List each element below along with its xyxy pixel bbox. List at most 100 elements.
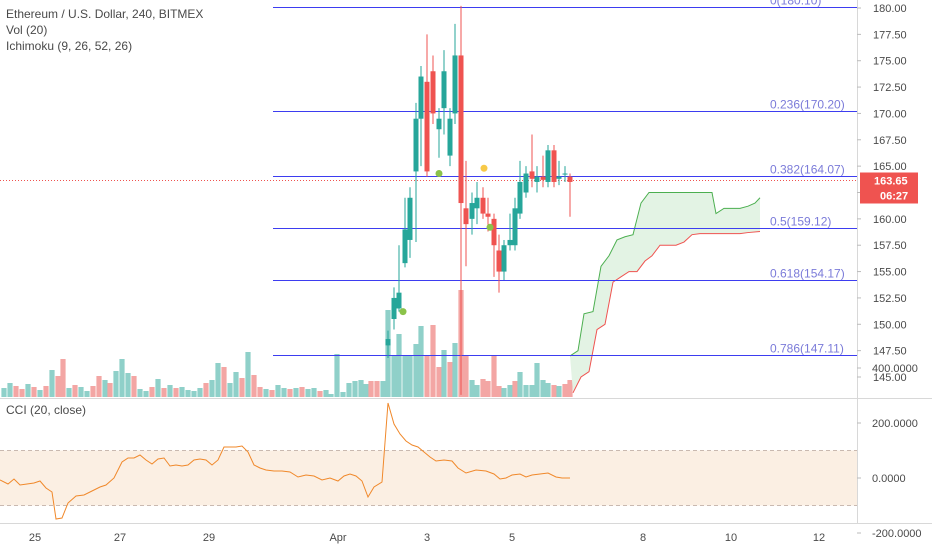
volume-bar bbox=[328, 394, 334, 397]
time-axis-label: 27 bbox=[114, 532, 126, 544]
volume-bar bbox=[161, 388, 167, 397]
time-axis-label: 5 bbox=[509, 532, 515, 544]
signal-dot bbox=[435, 170, 443, 178]
volume-bar bbox=[221, 367, 227, 397]
candle-body bbox=[507, 239, 513, 246]
candle-body bbox=[512, 208, 518, 246]
volume-bar bbox=[352, 381, 358, 397]
volume-bar bbox=[474, 385, 480, 397]
signal-dot bbox=[399, 308, 407, 316]
price-tick-label: 152.50 bbox=[873, 293, 907, 305]
volume-bar bbox=[407, 355, 413, 397]
volume-bar bbox=[60, 359, 66, 397]
candle-body bbox=[436, 118, 442, 130]
price-tick-label: 177.50 bbox=[873, 29, 907, 41]
volume-bar bbox=[551, 385, 557, 397]
candle-body bbox=[441, 71, 447, 109]
volume-bar bbox=[346, 383, 352, 397]
volume-bar bbox=[96, 376, 102, 397]
volume-bar bbox=[299, 387, 305, 397]
candle-body bbox=[396, 292, 402, 309]
volume-bar bbox=[368, 381, 374, 397]
last-price-badge bbox=[860, 172, 918, 189]
price-tick-label: 172.50 bbox=[873, 82, 907, 94]
main-legend: Ethereum / U.S. Dollar, 240, BITMEX Vol … bbox=[6, 6, 203, 54]
price-tick-label: 160.00 bbox=[873, 214, 907, 226]
time-axis-label: 8 bbox=[640, 532, 646, 544]
candle-body bbox=[474, 197, 480, 209]
candle-body bbox=[402, 229, 408, 264]
volume-bar bbox=[529, 385, 535, 397]
volume-bar bbox=[523, 385, 529, 397]
volume-bar bbox=[469, 380, 475, 397]
volume-bar bbox=[305, 389, 311, 397]
candle-body bbox=[418, 76, 424, 119]
cci-tick-label: -200.0000 bbox=[872, 528, 922, 540]
signal-dot bbox=[486, 223, 494, 231]
volume-bar bbox=[209, 380, 215, 397]
volume-bar bbox=[233, 372, 239, 397]
candle-body bbox=[458, 55, 464, 204]
price-tick-label: 155.00 bbox=[873, 267, 907, 279]
symbol-title[interactable]: Ethereum / U.S. Dollar, 240, BITMEX bbox=[6, 7, 204, 21]
volume-bar bbox=[19, 389, 25, 397]
time-axis-label: Apr bbox=[329, 532, 346, 544]
cci-legend-wrap: CCI (20, close) bbox=[6, 402, 86, 418]
volume-bar bbox=[113, 371, 119, 397]
volume-bar bbox=[501, 388, 507, 397]
candle-body bbox=[567, 176, 573, 182]
volume-bar bbox=[197, 388, 203, 397]
volume-legend[interactable]: Vol (20) bbox=[6, 23, 48, 37]
volume-bar bbox=[402, 355, 408, 397]
volume-bar bbox=[317, 391, 323, 397]
volume-bar bbox=[452, 343, 458, 397]
candle-body bbox=[463, 208, 469, 225]
volume-bar bbox=[31, 387, 37, 397]
volume-bar bbox=[287, 389, 293, 397]
candle-body bbox=[556, 176, 562, 179]
volume-bar bbox=[363, 384, 369, 397]
volume-bar bbox=[534, 363, 540, 397]
price-tick-label: 167.50 bbox=[873, 135, 907, 147]
cloud-span-b-line bbox=[572, 231, 761, 394]
volume-bar bbox=[143, 391, 149, 397]
price-tick-label: 157.50 bbox=[873, 240, 907, 252]
volume-bar bbox=[311, 388, 317, 397]
candle-body bbox=[485, 213, 491, 217]
volume-bar bbox=[430, 325, 436, 397]
volume-bar bbox=[358, 380, 364, 397]
volume-bar bbox=[251, 375, 257, 397]
candle-body bbox=[480, 197, 486, 214]
volume-bar bbox=[25, 384, 31, 397]
volume-bar bbox=[13, 386, 19, 397]
time-axis-label: 25 bbox=[29, 532, 41, 544]
volume-bar bbox=[413, 344, 419, 397]
ichimoku-legend[interactable]: Ichimoku (9, 26, 52, 26) bbox=[6, 39, 133, 53]
volume-bar bbox=[102, 380, 108, 397]
volume-bar bbox=[131, 376, 137, 397]
volume-bar bbox=[567, 380, 573, 397]
volume-bar bbox=[227, 383, 233, 397]
volume-bar bbox=[245, 352, 251, 397]
price-tick-label: 165.00 bbox=[873, 161, 907, 173]
cci-legend[interactable]: CCI (20, close) bbox=[6, 403, 87, 417]
candle-body bbox=[562, 173, 568, 175]
volume-bar bbox=[441, 350, 447, 397]
volume-bar bbox=[215, 363, 221, 397]
volume-bar bbox=[55, 376, 61, 397]
volume-bar bbox=[491, 356, 497, 397]
volume-bar bbox=[380, 381, 386, 397]
volume-bar bbox=[545, 383, 551, 397]
volume-bar bbox=[239, 378, 245, 397]
volume-bar bbox=[496, 386, 502, 397]
candle-body bbox=[452, 55, 458, 114]
cci-tick-label: 0.0000 bbox=[872, 473, 906, 485]
volume-bar bbox=[340, 392, 346, 397]
cloud-span-a-line bbox=[569, 192, 761, 357]
candle-body bbox=[447, 118, 453, 156]
countdown-badge bbox=[860, 188, 918, 204]
volume-bar bbox=[49, 370, 55, 397]
volume-bar bbox=[334, 354, 340, 397]
